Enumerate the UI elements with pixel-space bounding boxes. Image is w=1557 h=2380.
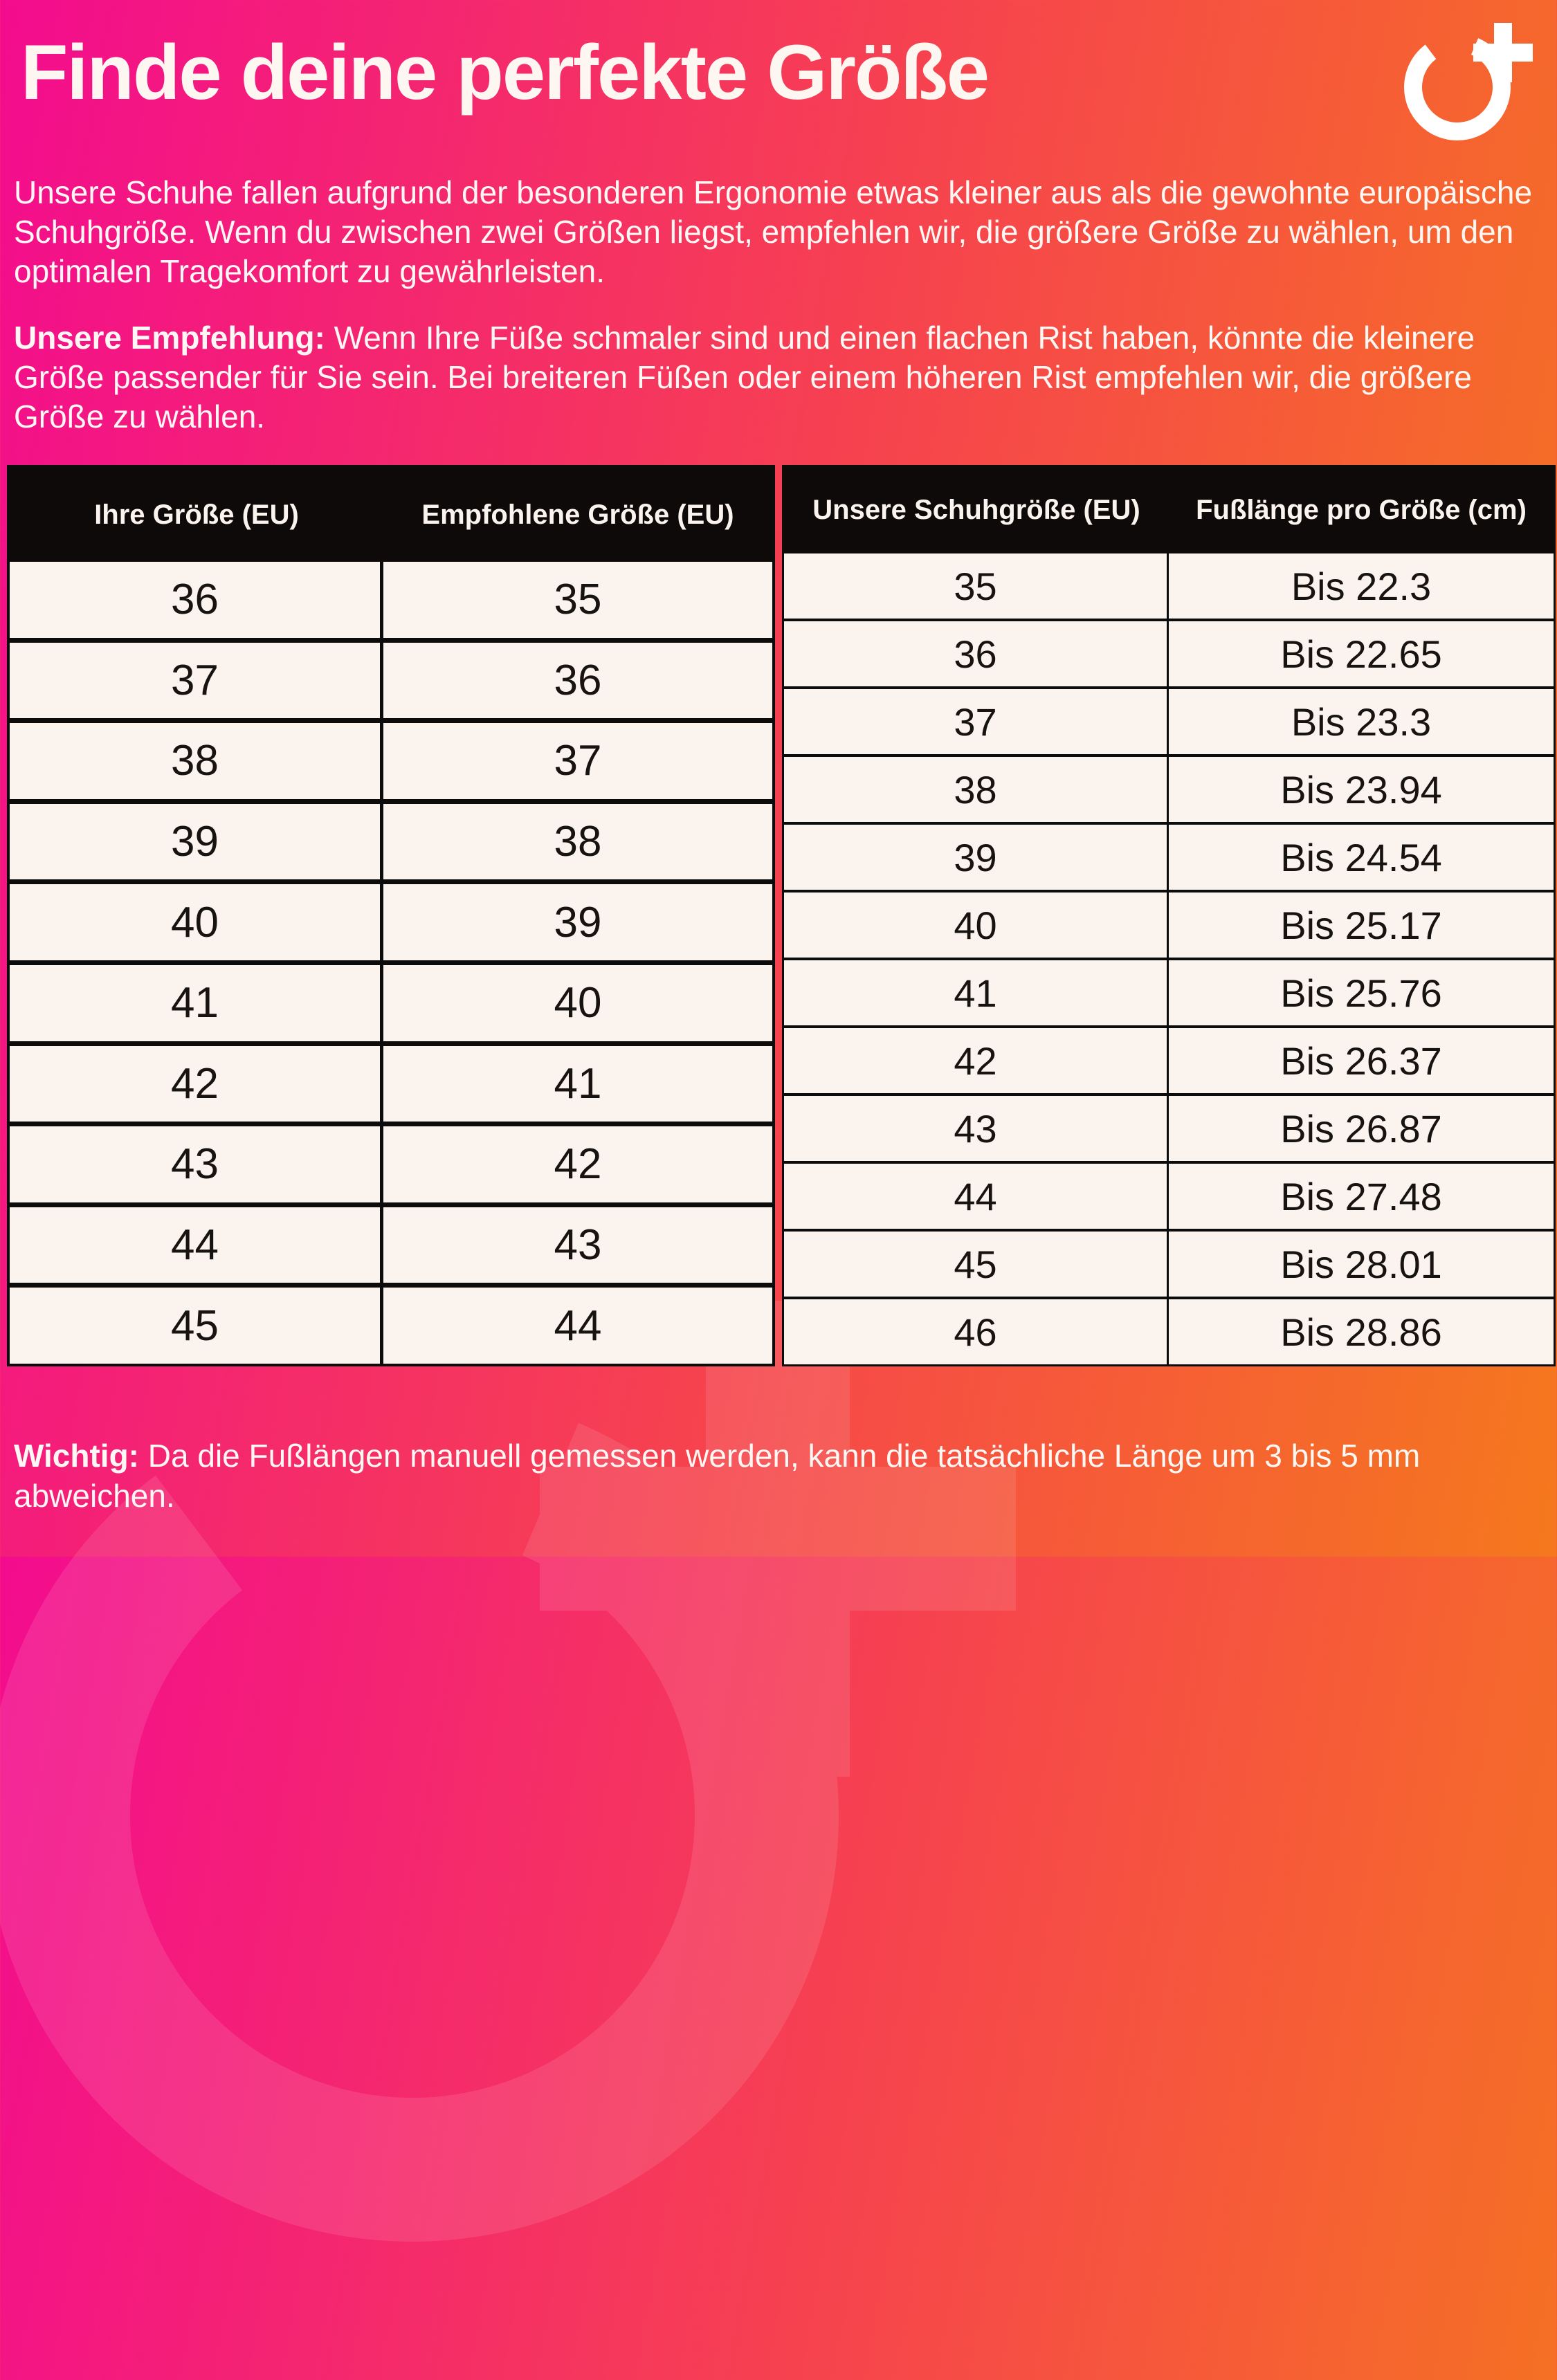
table-cell: 36	[10, 562, 383, 638]
table-row: 36 35	[10, 562, 772, 638]
table-cell: 39	[784, 825, 1169, 890]
recommendation-label: Unsere Empfehlung:	[14, 320, 325, 356]
table-cell: Bis 28.01	[1280, 1242, 1442, 1286]
table-cell: Bis 22.3	[1291, 564, 1432, 608]
table-cell: 36	[554, 656, 602, 704]
table-cell: 46	[784, 1299, 1169, 1364]
table-cell: 37	[784, 689, 1169, 754]
table-cell: 44	[554, 1301, 602, 1350]
table-cell: 42	[554, 1140, 602, 1189]
table-row: 45 44	[10, 1283, 772, 1364]
table-cell: 40	[784, 892, 1169, 958]
table-row: 41 40	[10, 960, 772, 1041]
table-cell: 38	[784, 757, 1169, 822]
table-row: 43 42	[10, 1122, 772, 1202]
table-cell: 35	[784, 553, 1169, 619]
size-guide-page: { "page": { "title": "Finde deine perfek…	[0, 0, 1557, 1557]
table-cell: 35	[554, 576, 602, 624]
table-cell: 43	[10, 1126, 383, 1202]
table-cell: Bis 26.37	[1280, 1038, 1442, 1083]
table-cell: Bis 23.3	[1291, 699, 1432, 744]
column-header-your-size: Ihre Größe (EU)	[94, 499, 299, 530]
table-cell: Bis 23.94	[1280, 767, 1442, 812]
column-header-recommended-size: Empfohlene Größe (EU)	[421, 499, 734, 530]
table-row: 36 Bis 22.65	[784, 619, 1554, 686]
table-row: 39 Bis 24.54	[784, 822, 1554, 890]
table-cell: Bis 26.87	[1280, 1106, 1442, 1151]
table-cell: 44	[10, 1207, 383, 1283]
table-row: 46 Bis 28.86	[784, 1297, 1554, 1364]
table-row: 40 39	[10, 879, 772, 960]
table-row: 44 Bis 27.48	[784, 1161, 1554, 1229]
table-row: 37 36	[10, 637, 772, 719]
table-row: 45 Bis 28.01	[784, 1229, 1554, 1297]
brand-logo-circle-plus-icon	[1404, 23, 1533, 140]
page-title: Finde deine perfekte Größe	[21, 29, 990, 116]
table-row: 37 Bis 23.3	[784, 686, 1554, 754]
foot-length-table-body: 35 Bis 22.3 36 Bis 22.65 37 Bis 23.3 38 Bis 23.…	[784, 553, 1554, 1364]
size-conversion-table-header: Ihre Größe (EU) Empfohlene Größe (EU)	[10, 468, 772, 562]
table-row: 44 43	[10, 1202, 772, 1283]
table-cell: 42	[784, 1028, 1169, 1093]
table-cell: Bis 22.65	[1280, 632, 1442, 676]
table-cell: 42	[10, 1045, 383, 1122]
column-header-foot-length: Fußlänge pro Größe (cm)	[1196, 495, 1527, 525]
table-row: 42 Bis 26.37	[784, 1025, 1554, 1093]
size-tables-container: Ihre Größe (EU) Empfohlene Größe (EU) 36…	[7, 465, 1556, 1366]
table-cell: 39	[10, 803, 383, 880]
table-row: 42 41	[10, 1041, 772, 1122]
table-cell: 41	[784, 960, 1169, 1025]
intro-paragraph: Unsere Schuhe fallen aufgrund der besond…	[14, 174, 1533, 290]
table-cell: Bis 28.86	[1280, 1310, 1442, 1354]
table-cell: 37	[10, 642, 383, 719]
table-cell: Bis 24.54	[1280, 835, 1442, 879]
table-row: 41 Bis 25.76	[784, 958, 1554, 1025]
recommendation-text: Wenn Ihre Füße schmaler sind und einen f…	[14, 320, 1475, 435]
important-note-text: Da die Fußlängen manuell gemessen werden…	[14, 1438, 1421, 1514]
table-cell: 44	[784, 1164, 1169, 1229]
table-cell: 43	[784, 1096, 1169, 1161]
table-cell: 40	[10, 884, 383, 960]
table-cell: 45	[10, 1288, 383, 1364]
size-conversion-table-body: 36 35 37 36 38 37 39 38 40 39 41 40 42 41 43 42 44 43 45 44	[10, 562, 772, 1364]
important-note-label: Wichtig:	[14, 1438, 139, 1474]
table-cell: Bis 25.17	[1280, 903, 1442, 947]
foot-length-table-header: Unsere Schuhgröße (EU) Fußlänge pro Größ…	[784, 467, 1554, 553]
table-cell: 41	[554, 1059, 602, 1108]
table-cell: 37	[554, 737, 602, 785]
recommendation-paragraph: Unsere Empfehlung: Wenn Ihre Füße schmal…	[14, 318, 1536, 437]
table-cell: 36	[784, 621, 1169, 686]
column-header-our-shoe-size: Unsere Schuhgröße (EU)	[812, 495, 1140, 525]
table-row: 38 Bis 23.94	[784, 754, 1554, 822]
size-conversion-table: Ihre Größe (EU) Empfohlene Größe (EU) 36…	[7, 465, 775, 1366]
table-row: 43 Bis 26.87	[784, 1093, 1554, 1161]
table-cell: Bis 25.76	[1280, 971, 1442, 1015]
table-cell: 39	[554, 898, 602, 946]
table-cell: Bis 27.48	[1280, 1174, 1442, 1218]
table-cell: 45	[784, 1232, 1169, 1297]
table-row: 38 37	[10, 718, 772, 799]
table-row: 39 38	[10, 798, 772, 880]
table-cell: 43	[554, 1221, 602, 1270]
foot-length-table: Unsere Schuhgröße (EU) Fußlänge pro Größ…	[782, 465, 1556, 1366]
important-note: Wichtig: Da die Fußlängen manuell gemess…	[14, 1436, 1536, 1517]
table-cell: 41	[10, 964, 383, 1041]
table-cell: 38	[554, 818, 602, 866]
table-cell: 40	[554, 979, 602, 1027]
table-row: 40 Bis 25.17	[784, 890, 1554, 958]
table-cell: 38	[10, 723, 383, 799]
table-row: 35 Bis 22.3	[784, 553, 1554, 619]
